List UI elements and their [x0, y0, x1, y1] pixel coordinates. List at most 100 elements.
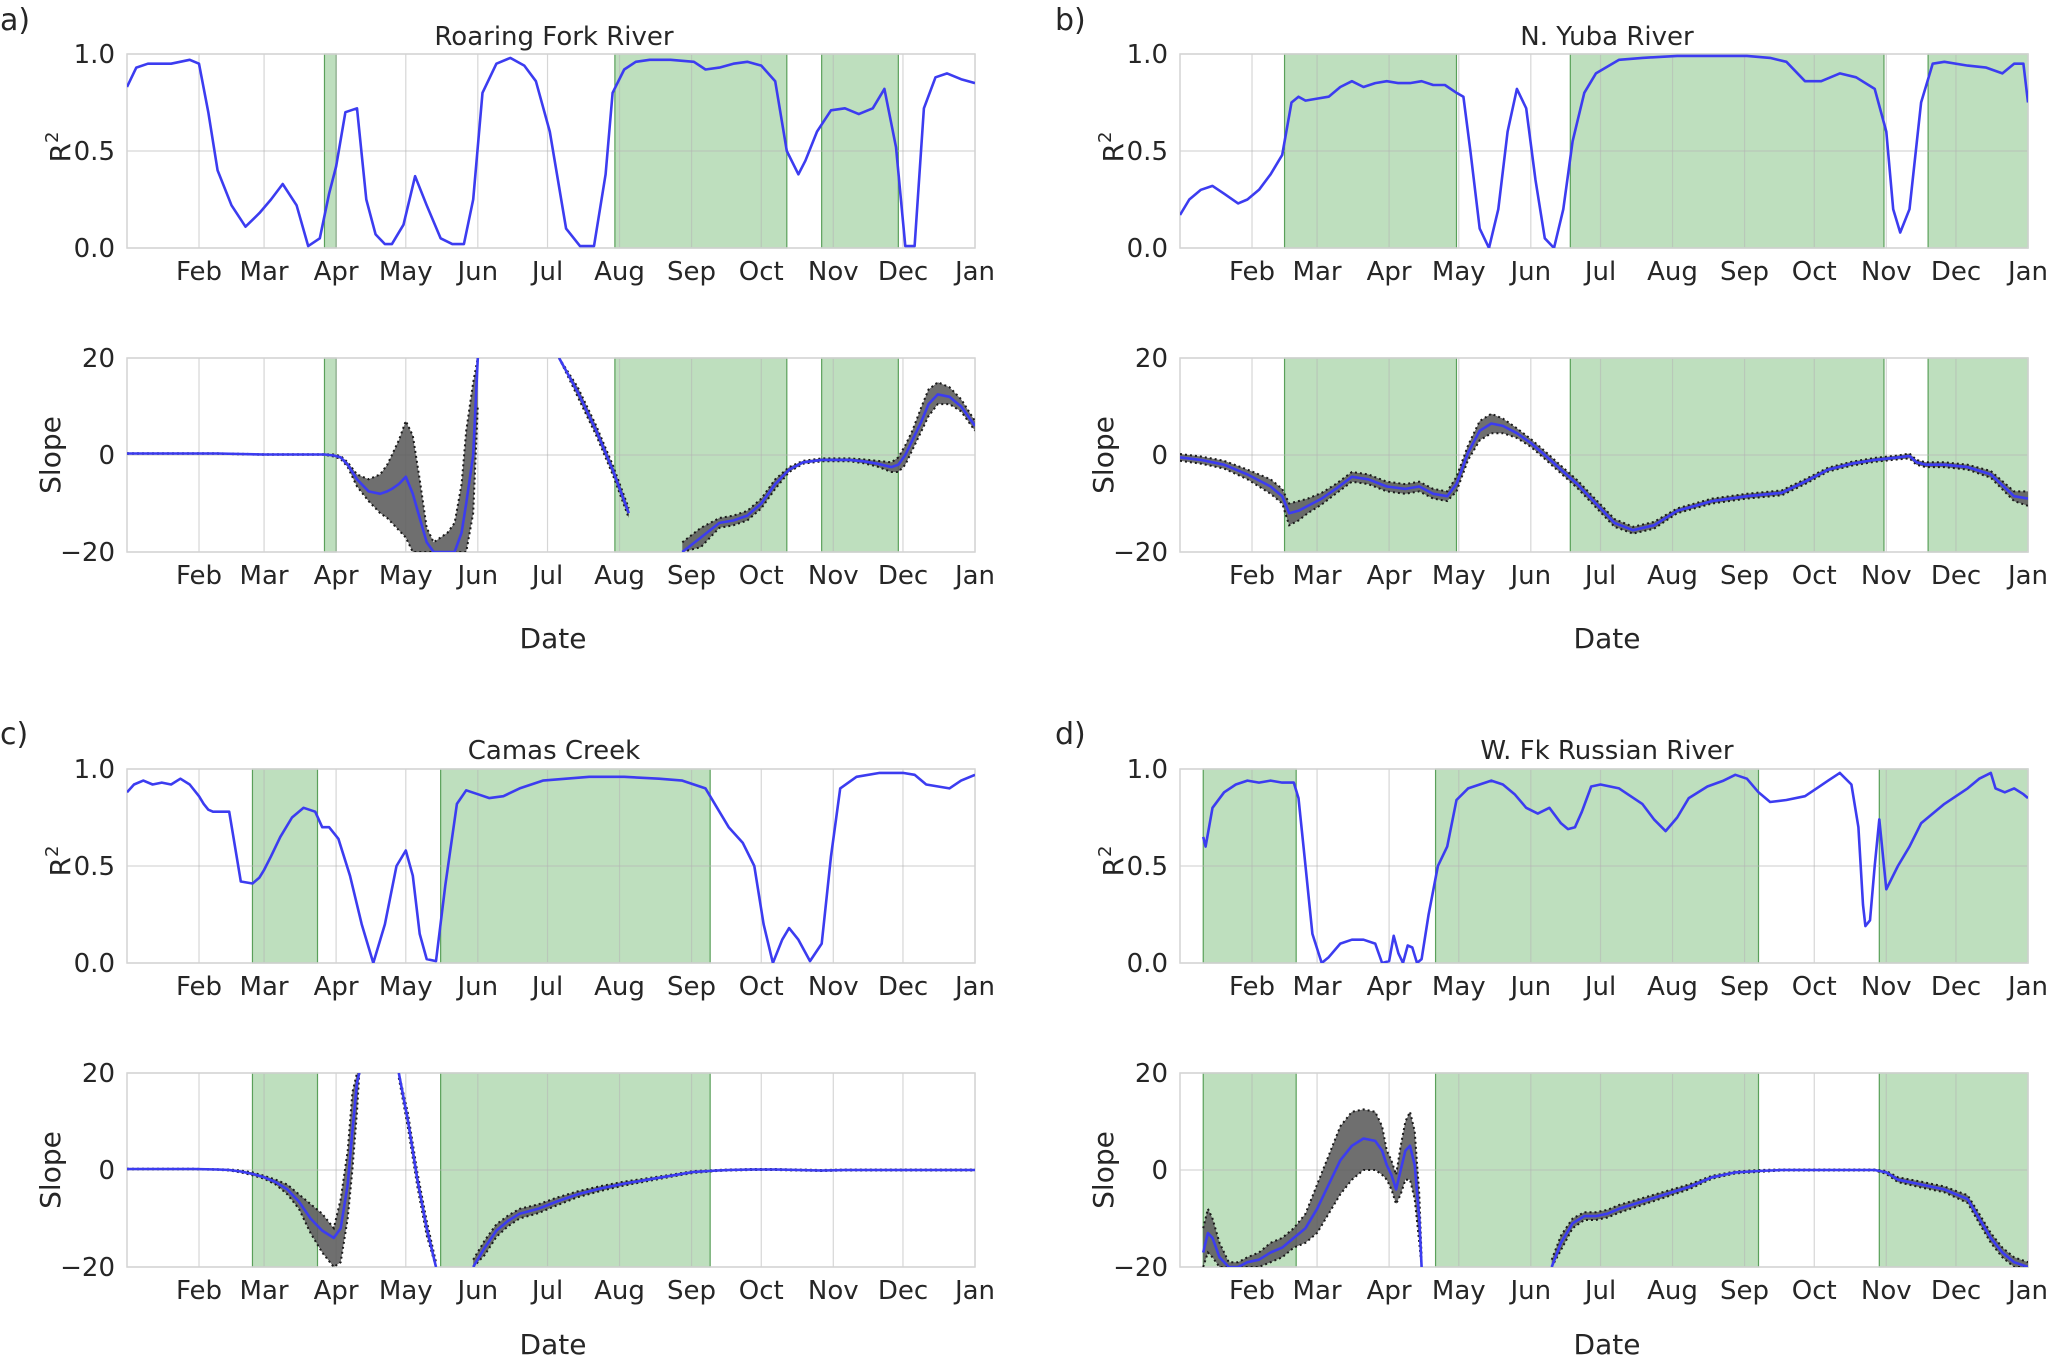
slope-y-tick-label-d-3: 20 [1135, 1059, 1168, 1089]
slope-x-tick-label-a-2: Mar [240, 561, 289, 591]
panel-a: a) Roaring Fork River Feb Mar Apr May Jun Jul… [0, 3, 995, 655]
slope-y-tick-label-d-1: −20 [1113, 1253, 1168, 1283]
panel-letter-d: d) [1055, 717, 1086, 752]
r2-x-tick-label-a-12: Jan [953, 257, 995, 287]
slope-line-a-3 [681, 393, 975, 552]
slope-x-tick-label-d-3: Apr [1367, 1276, 1412, 1306]
slope-x-tick-label-a-12: Jan [953, 561, 995, 591]
slope-x-tick-label-a-10: Nov [808, 561, 859, 591]
slope-line-a-2 [557, 358, 631, 514]
r2-x-tick-label-c-8: Sep [667, 972, 716, 1002]
slope-y-tick-label-b-1: −20 [1113, 538, 1168, 568]
r2-y-tick-label-c-3: 1.0 [74, 755, 115, 785]
slope-x-tick-label-b-2: Mar [1293, 561, 1342, 591]
r2-x-tick-label-b-12: Jan [2006, 257, 2048, 287]
slope-x-tick-label-d-1: Feb [1229, 1276, 1275, 1306]
r2-y-tick-label-c-1: 0.0 [74, 949, 115, 979]
r2-axis-label-b: R2 [1095, 132, 1130, 163]
r2-x-tick-label-a-5: Jun [456, 257, 499, 287]
slope-x-tick-label-b-9: Oct [1792, 561, 1837, 591]
r2-x-tick-label-c-9: Oct [739, 972, 784, 1002]
r2-x-tick-label-c-5: Jun [456, 972, 499, 1002]
slope-x-tick-label-d-12: Jan [2006, 1276, 2048, 1306]
r2-x-tick-label-a-7: Aug [594, 257, 645, 287]
slope-x-tick-label-d-4: May [1432, 1276, 1486, 1306]
slope-upper-bound-b-1 [1180, 412, 2028, 528]
r2-plot-frame-c [126, 768, 976, 964]
r2-x-tick-label-d-4: May [1432, 972, 1486, 1002]
r2-x-tick-label-c-12: Jan [953, 972, 995, 1002]
panel-title-b: N. Yuba River [1520, 22, 1694, 52]
r2-line-a [127, 56, 975, 248]
r2-x-tick-label-b-6: Jul [1583, 257, 1616, 287]
slope-x-tick-label-b-5: Jun [1509, 561, 1552, 591]
slope-x-tick-label-c-5: Jun [456, 1276, 499, 1306]
x-axis-label-d: Date [1574, 1328, 1641, 1361]
slope-x-tick-label-c-2: Mar [240, 1276, 289, 1306]
slope-x-tick-label-c-9: Oct [739, 1276, 784, 1306]
r2-x-tick-label-d-5: Jun [1509, 972, 1552, 1002]
slope-x-tick-label-d-9: Oct [1792, 1276, 1837, 1306]
r2-y-tick-label-b-1: 0.0 [1127, 234, 1168, 264]
r2-x-tick-label-d-9: Oct [1792, 972, 1837, 1002]
slope-ci-band-b-1 [1180, 413, 2028, 534]
x-axis-label-c: Date [520, 1328, 587, 1361]
slope-x-tick-label-a-9: Oct [739, 561, 784, 591]
panel-title-a: Roaring Fork River [434, 22, 674, 52]
slope-y-tick-label-a-1: −20 [60, 538, 115, 568]
slope-line-c-3 [472, 1168, 975, 1267]
r2-y-tick-label-b-2: 0.5 [1127, 137, 1168, 167]
r2-x-tick-label-d-8: Sep [1720, 972, 1769, 1002]
r2-line-d [1201, 771, 2028, 963]
slope-x-tick-label-c-3: Apr [314, 1276, 359, 1306]
r2-label-base-c: R [44, 857, 77, 876]
slope-x-tick-label-b-8: Sep [1720, 561, 1769, 591]
slope-x-tick-label-c-11: Dec [878, 1276, 928, 1306]
slope-y-tick-label-b-3: 20 [1135, 344, 1168, 374]
slope-plot-b: Feb Mar Apr May Jun Jul Aug Sep Oct Nov Dec Jan −20 0… [1113, 344, 2048, 591]
r2-label-base-b: R [1097, 143, 1130, 162]
slope-x-tick-label-a-11: Dec [878, 561, 928, 591]
slope-y-tick-label-c-1: −20 [60, 1253, 115, 1283]
slope-y-tick-label-c-2: 0 [98, 1156, 115, 1186]
slope-plot-c: Feb Mar Apr May Jun Jul Aug Sep Oct Nov Dec Jan −20 0… [60, 1059, 995, 1306]
r2-axis-label-d: R2 [1095, 846, 1130, 877]
r2-x-tick-label-c-11: Dec [878, 972, 928, 1002]
r2-x-tick-label-d-6: Jul [1583, 972, 1616, 1002]
slope-ci-band-d-1 [1203, 1109, 1422, 1267]
r2-x-tick-label-b-9: Oct [1792, 257, 1837, 287]
r2-x-tick-label-a-6: Jul [530, 257, 563, 287]
r2-y-tick-label-d-3: 1.0 [1127, 755, 1168, 785]
slope-x-tick-label-c-1: Feb [176, 1276, 222, 1306]
r2-x-tick-label-b-3: Apr [1367, 257, 1412, 287]
x-axis-label-a: Date [520, 622, 587, 655]
r2-x-tick-label-d-7: Aug [1647, 972, 1698, 1002]
slope-x-tick-label-d-5: Jun [1509, 1276, 1552, 1306]
r2-label-base-d: R [1097, 857, 1130, 876]
r2-plot-frame-d [1179, 768, 2029, 964]
slope-upper-bound-a-2 [558, 358, 630, 509]
slope-x-tick-label-c-8: Sep [667, 1276, 716, 1306]
slope-x-tick-label-b-4: May [1432, 561, 1486, 591]
slope-x-tick-label-a-8: Sep [667, 561, 716, 591]
r2-label-sup-d: 2 [1095, 846, 1116, 857]
r2-x-tick-label-c-2: Mar [240, 972, 289, 1002]
slope-lower-bound-a-1 [127, 406, 479, 552]
slope-upper-bound-a-3 [681, 381, 975, 544]
r2-y-tick-label-b-3: 1.0 [1127, 40, 1168, 70]
slope-line-b-1 [1180, 422, 2028, 532]
slope-axis-label-a: Slope [34, 416, 67, 494]
r2-x-tick-label-a-4: May [379, 257, 433, 287]
panel-letter-a: a) [0, 3, 30, 38]
slope-x-tick-label-d-6: Jul [1583, 1276, 1616, 1306]
slope-x-tick-label-d-11: Dec [1931, 1276, 1981, 1306]
slope-line-d-1 [1201, 1137, 1423, 1267]
r2-x-tick-label-d-11: Dec [1931, 972, 1981, 1002]
r2-y-tick-label-d-2: 0.5 [1127, 852, 1168, 882]
panel-d: d) W. Fk Russian River Feb Mar Apr May Jun Ju… [1055, 717, 2048, 1361]
r2-line-c [127, 771, 975, 963]
r2-x-tick-label-a-10: Nov [808, 257, 859, 287]
r2-label-sup-c: 2 [42, 846, 63, 857]
r2-x-tick-label-c-1: Feb [176, 972, 222, 1002]
